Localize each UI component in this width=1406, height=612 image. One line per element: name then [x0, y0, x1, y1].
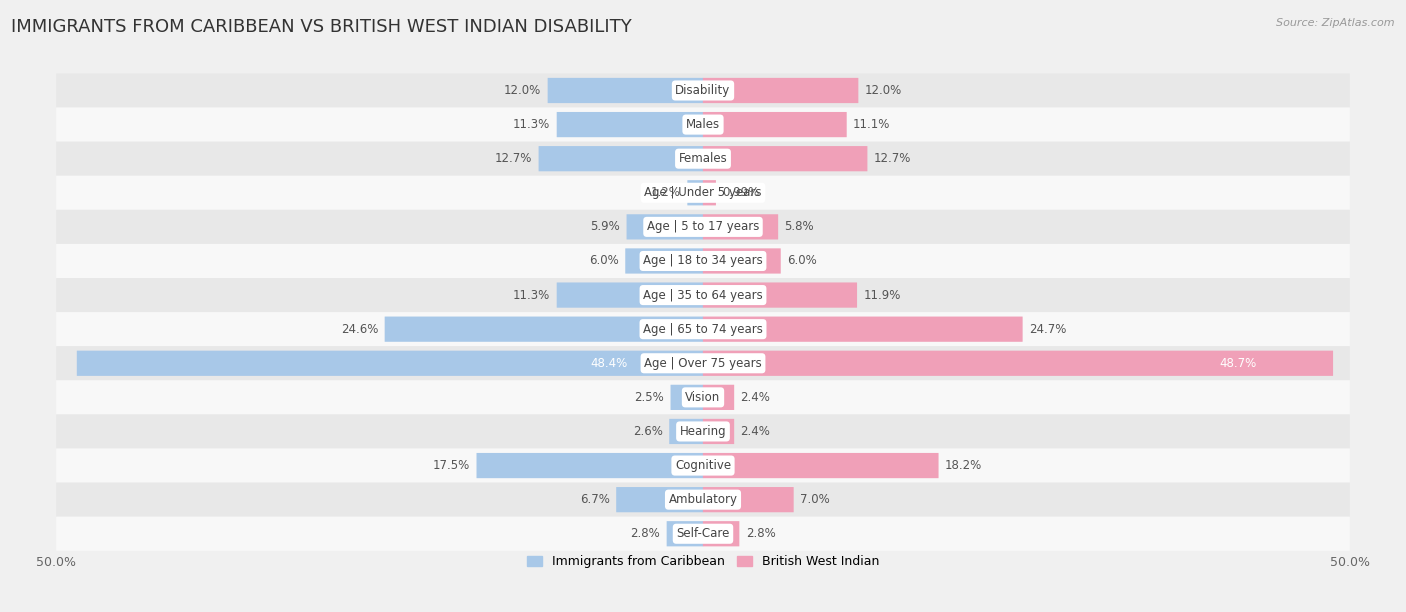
FancyBboxPatch shape: [703, 146, 868, 171]
Text: Females: Females: [679, 152, 727, 165]
Text: Age | 18 to 34 years: Age | 18 to 34 years: [643, 255, 763, 267]
Text: 5.8%: 5.8%: [785, 220, 814, 233]
Text: 2.4%: 2.4%: [741, 425, 770, 438]
Text: 48.4%: 48.4%: [591, 357, 627, 370]
Text: Hearing: Hearing: [679, 425, 727, 438]
FancyBboxPatch shape: [703, 487, 793, 512]
FancyBboxPatch shape: [56, 176, 1350, 210]
FancyBboxPatch shape: [56, 141, 1350, 176]
Text: 2.4%: 2.4%: [741, 391, 770, 404]
Text: Age | Under 5 years: Age | Under 5 years: [644, 186, 762, 200]
FancyBboxPatch shape: [626, 248, 703, 274]
FancyBboxPatch shape: [669, 419, 703, 444]
FancyBboxPatch shape: [703, 248, 780, 274]
FancyBboxPatch shape: [703, 214, 778, 239]
Text: 2.5%: 2.5%: [634, 391, 664, 404]
Text: Males: Males: [686, 118, 720, 131]
Text: IMMIGRANTS FROM CARIBBEAN VS BRITISH WEST INDIAN DISABILITY: IMMIGRANTS FROM CARIBBEAN VS BRITISH WES…: [11, 18, 633, 36]
Text: Disability: Disability: [675, 84, 731, 97]
Text: 5.9%: 5.9%: [591, 220, 620, 233]
FancyBboxPatch shape: [56, 483, 1350, 517]
FancyBboxPatch shape: [56, 312, 1350, 346]
Text: 6.0%: 6.0%: [589, 255, 619, 267]
FancyBboxPatch shape: [56, 108, 1350, 141]
Text: 1.2%: 1.2%: [651, 186, 681, 200]
Text: 11.3%: 11.3%: [513, 289, 550, 302]
FancyBboxPatch shape: [703, 78, 858, 103]
Text: 24.6%: 24.6%: [340, 323, 378, 335]
Legend: Immigrants from Caribbean, British West Indian: Immigrants from Caribbean, British West …: [522, 550, 884, 573]
FancyBboxPatch shape: [548, 78, 703, 103]
Text: 12.7%: 12.7%: [873, 152, 911, 165]
FancyBboxPatch shape: [385, 316, 703, 341]
FancyBboxPatch shape: [703, 180, 716, 206]
Text: 2.8%: 2.8%: [630, 528, 661, 540]
FancyBboxPatch shape: [703, 385, 734, 410]
Text: 24.7%: 24.7%: [1029, 323, 1066, 335]
Text: 6.7%: 6.7%: [581, 493, 610, 506]
Text: Self-Care: Self-Care: [676, 528, 730, 540]
Text: Age | Over 75 years: Age | Over 75 years: [644, 357, 762, 370]
FancyBboxPatch shape: [56, 210, 1350, 244]
FancyBboxPatch shape: [688, 180, 703, 206]
Text: Age | 35 to 64 years: Age | 35 to 64 years: [643, 289, 763, 302]
FancyBboxPatch shape: [56, 517, 1350, 551]
Text: 0.99%: 0.99%: [723, 186, 759, 200]
Text: 7.0%: 7.0%: [800, 493, 830, 506]
FancyBboxPatch shape: [56, 244, 1350, 278]
Text: 18.2%: 18.2%: [945, 459, 983, 472]
FancyBboxPatch shape: [666, 521, 703, 547]
Text: 11.1%: 11.1%: [853, 118, 890, 131]
FancyBboxPatch shape: [538, 146, 703, 171]
Text: Ambulatory: Ambulatory: [668, 493, 738, 506]
FancyBboxPatch shape: [56, 380, 1350, 414]
Text: 17.5%: 17.5%: [433, 459, 470, 472]
FancyBboxPatch shape: [56, 414, 1350, 449]
Text: Cognitive: Cognitive: [675, 459, 731, 472]
FancyBboxPatch shape: [703, 419, 734, 444]
Text: 48.7%: 48.7%: [1220, 357, 1257, 370]
FancyBboxPatch shape: [557, 112, 703, 137]
Text: 11.3%: 11.3%: [513, 118, 550, 131]
FancyBboxPatch shape: [703, 316, 1022, 341]
FancyBboxPatch shape: [703, 112, 846, 137]
FancyBboxPatch shape: [477, 453, 703, 478]
FancyBboxPatch shape: [703, 521, 740, 547]
Text: Age | 65 to 74 years: Age | 65 to 74 years: [643, 323, 763, 335]
Text: Source: ZipAtlas.com: Source: ZipAtlas.com: [1277, 18, 1395, 28]
Text: 2.8%: 2.8%: [745, 528, 776, 540]
Text: 11.9%: 11.9%: [863, 289, 901, 302]
FancyBboxPatch shape: [703, 283, 858, 308]
Text: Age | 5 to 17 years: Age | 5 to 17 years: [647, 220, 759, 233]
Text: 12.7%: 12.7%: [495, 152, 533, 165]
FancyBboxPatch shape: [703, 453, 939, 478]
Text: 6.0%: 6.0%: [787, 255, 817, 267]
Text: Vision: Vision: [685, 391, 721, 404]
FancyBboxPatch shape: [671, 385, 703, 410]
Text: 2.6%: 2.6%: [633, 425, 662, 438]
FancyBboxPatch shape: [56, 449, 1350, 483]
Text: 12.0%: 12.0%: [865, 84, 901, 97]
FancyBboxPatch shape: [703, 351, 1333, 376]
Text: 12.0%: 12.0%: [505, 84, 541, 97]
FancyBboxPatch shape: [56, 346, 1350, 380]
FancyBboxPatch shape: [616, 487, 703, 512]
FancyBboxPatch shape: [557, 283, 703, 308]
FancyBboxPatch shape: [77, 351, 703, 376]
FancyBboxPatch shape: [627, 214, 703, 239]
FancyBboxPatch shape: [56, 73, 1350, 108]
FancyBboxPatch shape: [56, 278, 1350, 312]
